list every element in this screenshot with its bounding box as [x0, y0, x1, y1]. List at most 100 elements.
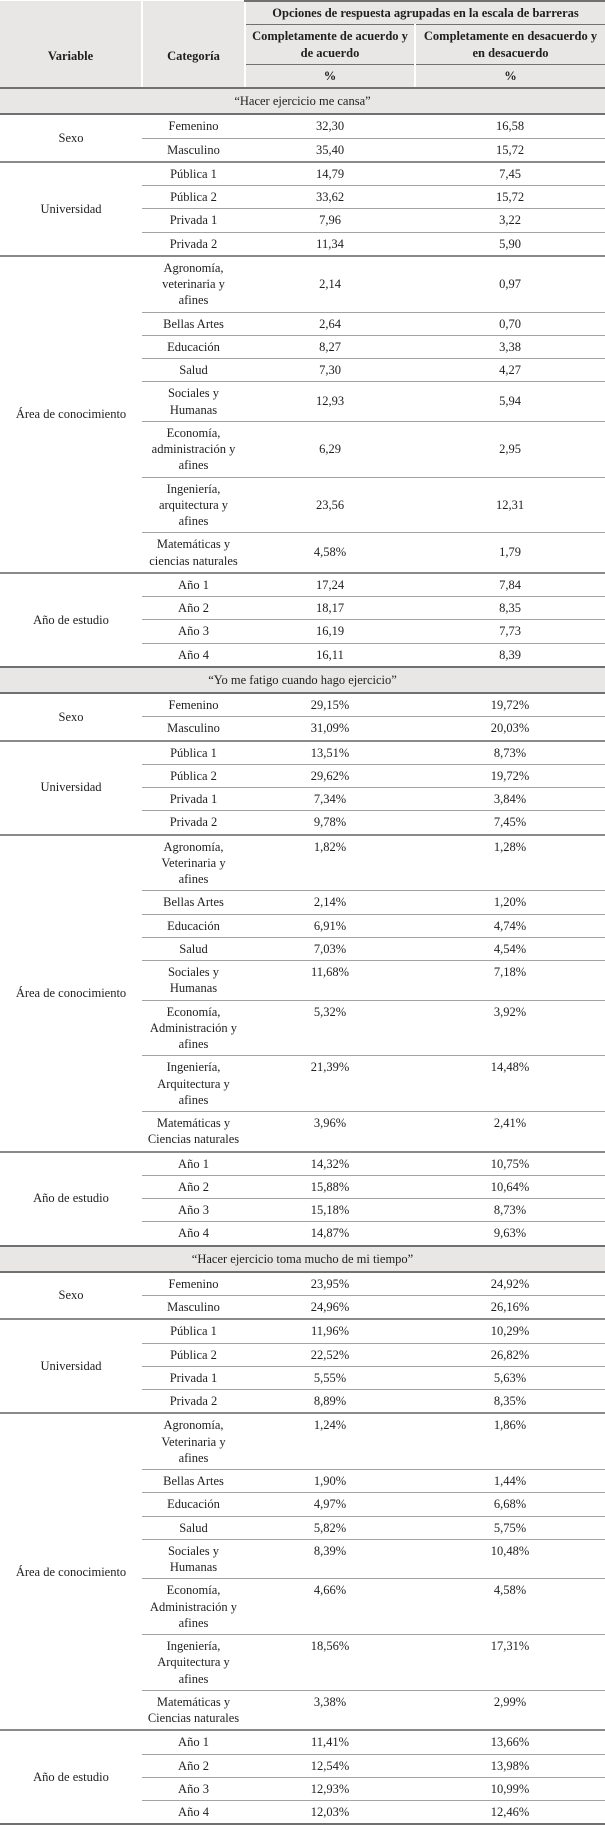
value-disagree-cell: 8,35%: [415, 1389, 605, 1414]
value-disagree-cell: 3,22: [415, 208, 605, 232]
category-cell: Salud: [142, 936, 245, 961]
category-cell: Privada 1: [142, 1365, 245, 1390]
category-cell: Pública 1: [142, 1318, 245, 1343]
value-agree-cell: 11,96%: [245, 1318, 415, 1343]
table-row: Año de estudio Año 1 14,32% 10,75%: [0, 1150, 605, 1246]
value-disagree-cell: 9,63%: [415, 1221, 605, 1246]
value-agree-cell: 33,62: [245, 184, 415, 209]
category-cell: Bellas Artes: [142, 890, 245, 914]
value-disagree-cell: 13,66%: [415, 1729, 605, 1754]
value-agree-cell: 14,32%: [245, 1150, 415, 1176]
table-row: Área de conocimiento Agronomía, Veterinar…: [0, 1412, 605, 1731]
column-header-disagree: Completamente en desacuerdo y en desacue…: [413, 24, 605, 65]
table-row: Economía, administración y afines 6,29 2,9…: [0, 420, 605, 477]
category-cell: Sociales y Humanas: [142, 960, 245, 1000]
table-row: Año 4 14,87% 9,63%: [0, 1221, 605, 1246]
value-agree-cell: 5,55%: [245, 1365, 415, 1390]
table-row: Sexo Femenino 32,30 16,58: [0, 114, 605, 145]
value-disagree-cell: 6,68%: [415, 1492, 605, 1516]
section-band-row: “Hacer ejercicio toma mucho de mi tiempo…: [0, 1244, 605, 1273]
table-row: Salud 7,03% 4,54%: [0, 936, 605, 961]
category-cell: Agronomía, Veterinaria y afines: [142, 1412, 245, 1470]
variable-cell: Año de estudio: [0, 1729, 142, 1825]
category-cell: Economía, Administración y afines: [142, 1578, 245, 1635]
category-cell: Año 2: [142, 1753, 245, 1778]
variable-cell: Año de estudio: [0, 1150, 142, 1246]
table-row: Educación 4,97% 6,68%: [0, 1492, 605, 1516]
category-cell: Año 4: [142, 1800, 245, 1825]
category-cell: Educación: [142, 913, 245, 938]
category-cell: Año 1: [142, 571, 245, 597]
table-row: Año 2 15,88% 10,64%: [0, 1174, 605, 1199]
value-disagree-cell: 19,72%: [415, 763, 605, 788]
category-cell: Privada 2: [142, 1389, 245, 1414]
section-band-row: “Yo me fatigo cuando hago ejercicio”: [0, 665, 605, 695]
category-cell: Femenino: [168, 698, 219, 712]
value-agree-cell: 5,32%: [245, 999, 415, 1056]
table-body: “Hacer ejercicio me cansa” Sexo Femenino 32…: [0, 86, 605, 1825]
category-cell: Año 3: [142, 1197, 245, 1222]
category-cell: Privada 2: [142, 810, 245, 835]
value-agree-cell: 3,38%: [245, 1689, 415, 1731]
table-row: Sexo Femenino 29,15% 19,72%: [0, 693, 605, 724]
value-disagree-cell: 0,97: [415, 254, 605, 312]
value-agree-cell: 2,64: [245, 311, 415, 336]
table-row: Bellas Artes 2,14% 1,20%: [0, 890, 605, 914]
table-row: Masculino 31,09% 20,03%: [0, 716, 605, 741]
table-header: Opciones de respuesta agrupadas en la es…: [0, 0, 605, 90]
value-agree-cell: 12,03%: [245, 1800, 415, 1825]
value-agree-cell: 18,17: [245, 595, 415, 620]
value-disagree-cell: 10,48%: [415, 1538, 605, 1579]
category-cell: Pública 2: [142, 184, 245, 209]
variable-cell: Sexo: [58, 1288, 84, 1303]
table-row: Bellas Artes 2,64 0,70: [0, 311, 605, 336]
table-row: Bellas Artes 1,90% 1,44%: [0, 1468, 605, 1493]
value-agree-cell: 7,34%: [245, 786, 415, 811]
table-row: Privada 2 9,78% 7,45%: [0, 810, 605, 835]
column-header-categoria: Categoría: [141, 24, 245, 90]
table-row: Sociales y Humanas 12,93 5,94: [0, 381, 605, 422]
value-disagree-cell: 8,39: [415, 642, 605, 667]
column-header-agree: Completamente de acuerdo y de acuerdo: [244, 24, 415, 65]
percent-header-agree: %: [244, 64, 415, 89]
variable-cell: Sexo: [58, 709, 84, 724]
category-cell: Ingeniería, Arquitectura y afines: [142, 1634, 245, 1691]
category-cell: Año 4: [142, 642, 245, 667]
table-row: Salud 7,30 4,27: [0, 357, 605, 382]
value-disagree-cell: 17,31%: [415, 1634, 605, 1691]
value-agree-cell: 8,39%: [245, 1538, 415, 1579]
category-cell: Agronomía, Veterinaria y afines: [142, 833, 245, 891]
category-cell: Pública 1: [142, 160, 245, 186]
category-cell: Matemáticas y Ciencias naturales: [142, 1689, 245, 1731]
value-disagree-cell: 1,20%: [415, 890, 605, 914]
value-disagree-cell: 24,92%: [490, 1276, 530, 1291]
table-row: Sociales y Humanas 8,39% 10,48%: [0, 1538, 605, 1579]
table-row: Educación 6,91% 4,74%: [0, 913, 605, 938]
variable-cell: Sexo: [58, 130, 84, 145]
table-row: Pública 2 22,52% 26,82%: [0, 1342, 605, 1367]
value-agree-cell: 15,88%: [245, 1174, 415, 1199]
value-disagree-cell: 3,92%: [415, 999, 605, 1056]
value-agree-cell: 16,19: [245, 619, 415, 643]
value-agree-cell: 3,96%: [245, 1111, 415, 1152]
category-cell: Masculino: [142, 137, 245, 162]
table-row: Masculino 24,96% 26,16%: [0, 1295, 605, 1320]
value-disagree-cell: 8,73%: [415, 739, 605, 765]
section-band-row: “Hacer ejercicio me cansa”: [0, 86, 605, 116]
table-row: Área de conocimiento Agronomía, veterinar…: [0, 254, 605, 573]
header-row-span: Opciones de respuesta agrupadas en la es…: [0, 0, 605, 26]
category-cell: Año 3: [142, 619, 245, 643]
category-cell: Bellas Artes: [142, 1468, 245, 1493]
value-disagree-cell: 7,45: [415, 160, 605, 186]
value-disagree-cell: 1,28%: [415, 833, 605, 891]
value-agree-cell: 8,27: [245, 334, 415, 359]
category-cell: Pública 2: [142, 1342, 245, 1367]
value-agree-cell: 12,93%: [245, 1776, 415, 1801]
value-disagree-cell: 15,72: [415, 137, 605, 162]
category-cell: Masculino: [142, 1295, 245, 1320]
table-row: Salud 5,82% 5,75%: [0, 1515, 605, 1540]
section-title: “Hacer ejercicio toma mucho de mi tiempo…: [0, 1244, 605, 1273]
category-cell: Pública 1: [142, 739, 245, 765]
category-cell: Privada 2: [142, 231, 245, 256]
